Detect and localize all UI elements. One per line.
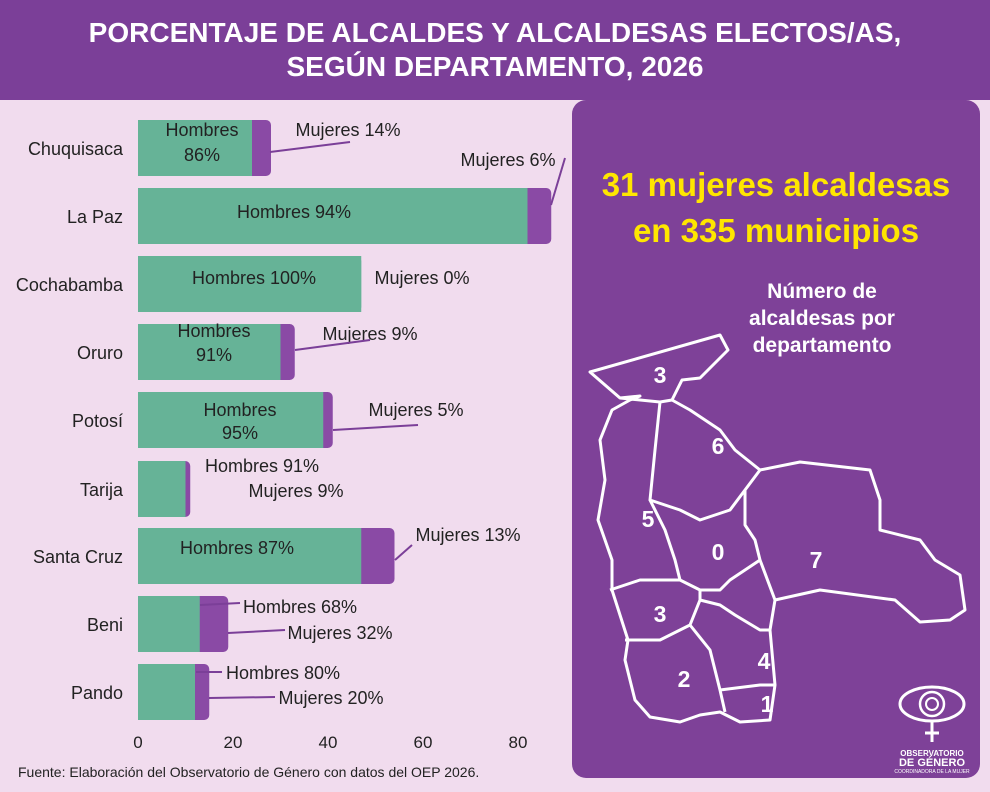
x-tick-label: 40 [319, 733, 338, 752]
bar-hombres [138, 596, 200, 652]
headline-line-1: 31 mujeres alcaldesas [601, 166, 951, 203]
eye-venus-icon [898, 685, 966, 742]
hombres-label: Hombres [177, 321, 250, 341]
hombres-label: 95% [222, 423, 258, 443]
category-label: Chuquisaca [28, 139, 124, 159]
x-tick-label: 80 [509, 733, 528, 752]
category-label: Beni [87, 615, 123, 635]
leader-line [332, 424, 419, 431]
hombres-label: 91% [196, 345, 232, 365]
mujeres-label: Mujeres 20% [278, 688, 383, 708]
category-label: Pando [71, 683, 123, 703]
map-value-la-paz: 5 [642, 506, 655, 532]
hombres-label: 86% [184, 145, 220, 165]
bar-hombres [138, 528, 362, 584]
department-border [648, 401, 762, 522]
map-value-potos-: 2 [678, 666, 691, 692]
mujeres-label: Mujeres 5% [368, 400, 463, 420]
logo-text: OBSERVATORIO [900, 749, 964, 758]
hombres-label: Hombres 80% [226, 663, 340, 683]
department-border [609, 490, 762, 592]
hombres-label: Hombres [165, 120, 238, 140]
map-title: Número de alcaldesas por departamento [692, 278, 952, 359]
mujeres-label: Mujeres 14% [295, 120, 400, 140]
map-value-cochabamba: 0 [712, 539, 725, 565]
department-border [758, 559, 777, 601]
leader-line [550, 157, 566, 206]
x-tick-label: 60 [414, 733, 433, 752]
leader-line [294, 339, 371, 351]
country-outline [588, 333, 967, 724]
bolivia-map: 3 6 5 0 7 3 2 4 1 [588, 333, 967, 724]
mujeres-label: Mujeres 9% [322, 324, 417, 344]
mujeres-label: Mujeres 13% [415, 525, 520, 545]
leader-line [227, 629, 286, 634]
bar-hombres [138, 188, 528, 244]
category-label: Cochabamba [16, 275, 124, 295]
category-label: Oruro [77, 343, 123, 363]
map-value-oruro: 3 [654, 601, 667, 627]
logo-text: DE GÉNERO [898, 757, 965, 769]
logo-text: COORDINADORA DE LA MUJER [894, 769, 970, 775]
bar-hombres [138, 120, 252, 176]
leader-line [208, 696, 276, 699]
map-value-beni: 6 [712, 433, 725, 459]
mujeres-label: Mujeres 0% [374, 268, 469, 288]
headline-line-2: en 335 municipios [632, 212, 920, 249]
leader-line [269, 141, 351, 153]
department-border [699, 598, 770, 632]
bar-hombres [138, 461, 186, 517]
hombres-label: Hombres 68% [243, 597, 357, 617]
bar-hombres [138, 256, 362, 312]
hombres-label: Hombres 94% [237, 202, 351, 222]
bar-hombres [138, 392, 324, 448]
leader-line [199, 602, 241, 606]
summary-panel: 3 6 5 0 7 3 2 4 1 31 mujeres alcaldesas en 335 m… [572, 100, 980, 778]
title-line-2: SEGÚN DEPARTAMENTO, 2026 [286, 51, 704, 82]
bar-hombres [138, 664, 195, 720]
bar-chart: Chuquisaca Hombres 86% Mujeres 14% La Paz Hom… [16, 120, 566, 752]
title-line-1: PORCENTAJE DE ALCALDES Y ALCALDESAS ELEC… [88, 17, 902, 48]
chart-title: PORCENTAJE DE ALCALDES Y ALCALDESAS ELEC… [0, 0, 990, 100]
source-note: Fuente: Elaboración del Observatorio de … [18, 764, 480, 780]
map-title-line: departamento [752, 334, 892, 357]
leader-line [394, 544, 413, 561]
category-label: Potosí [72, 411, 123, 431]
mujeres-label: Mujeres 9% [248, 481, 343, 501]
map-title-line: alcaldesas por [749, 307, 895, 330]
x-tick-label: 0 [133, 733, 142, 752]
headline: 31 mujeres alcaldesas en 335 municipios [572, 162, 980, 254]
mujeres-label: Mujeres 6% [460, 150, 555, 170]
map-value-santa-cruz: 7 [810, 547, 823, 573]
department-border [648, 499, 682, 581]
hombres-label: Hombres 91% [205, 456, 319, 476]
department-border [688, 624, 727, 713]
hombres-label: Hombres 100% [192, 268, 316, 288]
hombres-label: Hombres [203, 400, 276, 420]
map-value-chuquisaca: 4 [758, 648, 771, 674]
bar-hombres [138, 324, 281, 380]
map-value-pando: 3 [654, 362, 667, 388]
category-label: Santa Cruz [33, 547, 123, 567]
mujeres-label: Mujeres 32% [287, 623, 392, 643]
hombres-label: Hombres 87% [180, 538, 294, 558]
x-tick-label: 20 [224, 733, 243, 752]
category-label: Tarija [80, 480, 124, 500]
department-border [719, 683, 775, 692]
map-title-line: Número de [767, 280, 877, 303]
observatorio-logo: OBSERVATORIO DE GÉNERO COORDINADORA DE L… [892, 682, 972, 775]
category-label: La Paz [67, 207, 123, 227]
map-value-tarija: 1 [761, 691, 774, 717]
